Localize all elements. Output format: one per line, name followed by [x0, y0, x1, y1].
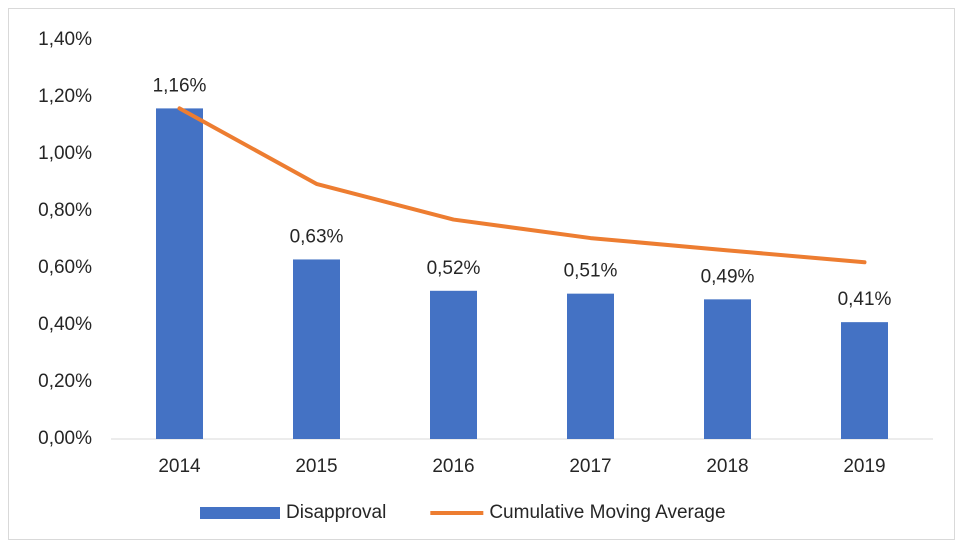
- x-tick-label: 2015: [295, 456, 337, 477]
- x-tick-label: 2017: [569, 456, 611, 477]
- data-label: 1,16%: [153, 75, 207, 96]
- bar: [156, 108, 203, 440]
- chart-frame: [8, 8, 955, 540]
- x-tick-label: 2014: [158, 456, 201, 477]
- bar: [430, 290, 477, 439]
- legend-swatch: [200, 507, 280, 519]
- y-tick-label: 0,00%: [38, 428, 92, 449]
- bar: [293, 259, 340, 439]
- y-tick-label: 1,00%: [38, 143, 92, 164]
- bar: [704, 299, 751, 439]
- x-tick-label: 2018: [706, 456, 748, 477]
- x-tick-label: 2019: [843, 456, 885, 477]
- y-tick-label: 0,40%: [38, 314, 92, 335]
- x-tick-label: 2016: [432, 456, 474, 477]
- bar: [567, 293, 614, 439]
- y-tick-label: 1,20%: [38, 86, 92, 107]
- data-label: 0,41%: [838, 289, 892, 310]
- y-tick-label: 0,80%: [38, 200, 92, 221]
- data-label: 0,52%: [427, 258, 481, 279]
- y-tick-label: 0,20%: [38, 371, 92, 392]
- data-label: 0,51%: [564, 261, 618, 282]
- line: [177, 106, 867, 265]
- bar: [841, 322, 888, 439]
- legend-label: Cumulative Moving Average: [489, 502, 725, 523]
- data-label: 0,49%: [701, 266, 755, 287]
- data-label: 0,63%: [290, 226, 344, 247]
- legend-label: Disapproval: [286, 502, 386, 523]
- y-tick-label: 0,60%: [38, 257, 92, 278]
- y-tick-label: 1,40%: [38, 29, 92, 50]
